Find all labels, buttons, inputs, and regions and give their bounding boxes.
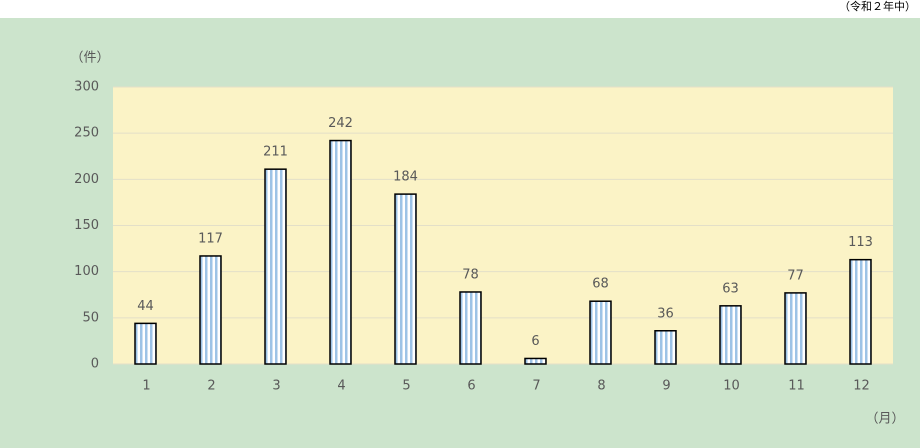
value-label: 117 [198,231,223,246]
x-tick-label: 6 [467,379,475,394]
x-tick-label: 8 [597,379,605,394]
value-label: 44 [137,299,154,314]
bar [264,168,287,365]
x-tick-label: 10 [723,379,740,394]
x-tick-label: 1 [142,379,150,394]
value-label: 77 [787,268,804,283]
value-label: 211 [263,145,288,160]
x-tick-label: 7 [532,379,540,394]
y-tick-label: 0 [91,357,99,372]
bar [199,255,222,365]
note: （令和２年中） [839,0,916,13]
bar [524,357,547,365]
x-unit: （月） [865,412,904,427]
value-label: 113 [848,235,873,250]
y-tick-label: 300 [74,80,99,95]
bar [719,305,742,365]
x-tick-label: 4 [337,379,345,394]
bar [784,292,807,365]
y-tick-label: 150 [74,218,99,233]
bar [459,291,482,365]
value-label: 36 [657,306,674,321]
y-unit: （件） [70,51,109,66]
y-tick-label: 50 [82,310,99,325]
value-label: 6 [531,334,539,349]
x-tick-label: 5 [402,379,410,394]
x-tick-label: 11 [788,379,805,394]
x-tick-label: 2 [207,379,215,394]
bar [654,330,677,365]
bar [589,300,612,365]
value-label: 78 [462,267,479,282]
value-label: 63 [722,281,739,296]
x-tick-label: 12 [853,379,870,394]
x-tick-label: 9 [662,379,670,394]
y-tick-label: 250 [74,126,99,141]
value-label: 242 [328,116,353,131]
value-label: 68 [592,277,609,292]
bar [134,322,157,365]
y-tick-label: 100 [74,264,99,279]
y-tick-label: 200 [74,172,99,187]
value-label: 184 [393,170,418,185]
bar [329,139,352,365]
bar [394,193,417,365]
x-tick-label: 3 [272,379,280,394]
bar [849,258,872,365]
